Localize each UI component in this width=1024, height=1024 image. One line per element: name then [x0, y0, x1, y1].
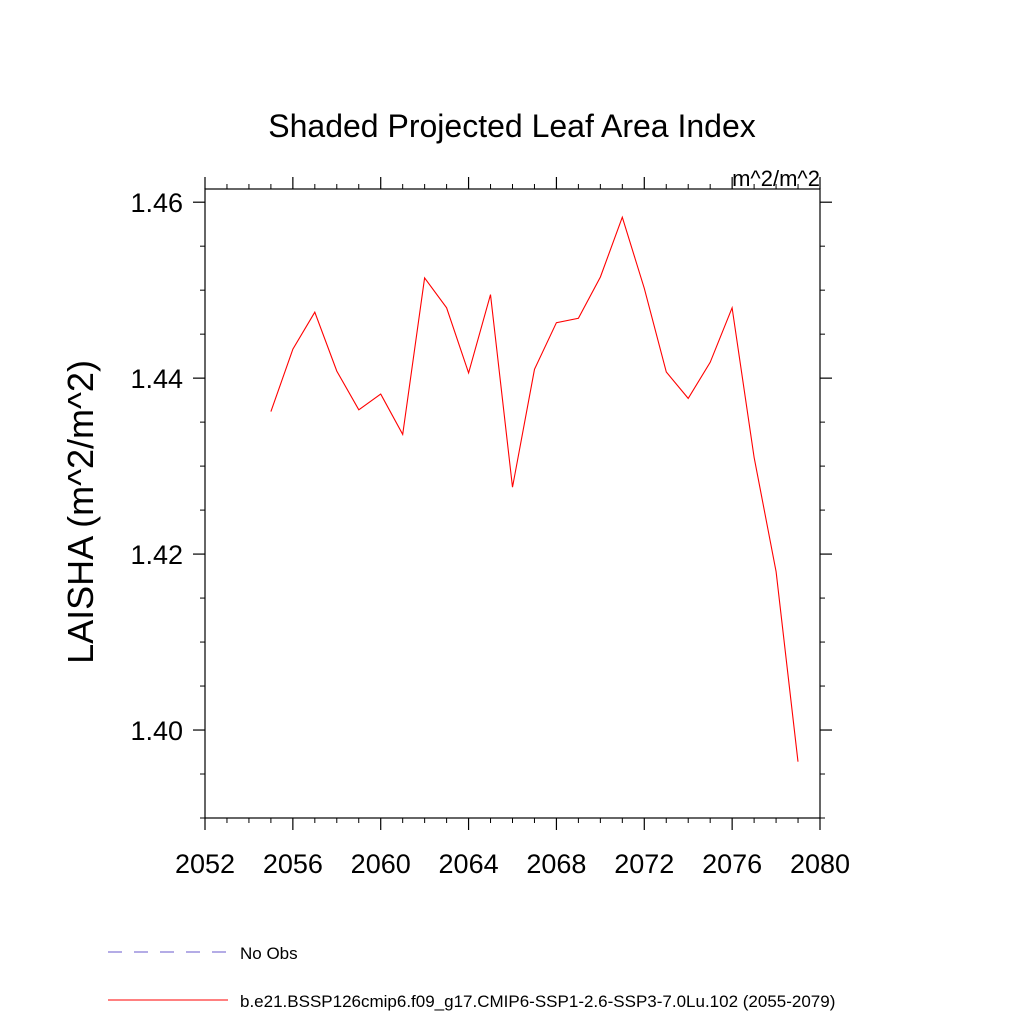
y-tick-label: 1.46 [130, 188, 183, 218]
x-tick-label: 2052 [175, 849, 235, 879]
y-tick-label: 1.42 [130, 540, 183, 570]
legend-label: No Obs [240, 944, 298, 963]
x-tick-label: 2080 [790, 849, 850, 879]
x-tick-label: 2056 [263, 849, 323, 879]
x-tick-label: 2068 [526, 849, 586, 879]
x-tick-label: 2076 [702, 849, 762, 879]
series-line [270, 215, 799, 762]
axis-ticks: 2052 2056 2060 2064 2068 2072 2076 2080 1.40 1.42… [130, 177, 850, 879]
legend: No Obs b.e21.BSSP126cmip6.f09_g17.CMIP6-S… [108, 944, 835, 1011]
y-axis-label: LAISHA (m^2/m^2) [60, 360, 101, 664]
chart-marks [270, 215, 799, 762]
chart-title: Shaded Projected Leaf Area Index [268, 108, 755, 144]
legend-label: b.e21.BSSP126cmip6.f09_g17.CMIP6-SSP1-2.… [240, 992, 835, 1011]
x-tick-label: 2072 [614, 849, 674, 879]
x-tick-label: 2064 [439, 849, 499, 879]
y-tick-label: 1.40 [130, 716, 183, 746]
x-tick-label: 2060 [351, 849, 411, 879]
y-tick-label: 1.44 [130, 364, 183, 394]
plot-frame [204, 188, 821, 819]
